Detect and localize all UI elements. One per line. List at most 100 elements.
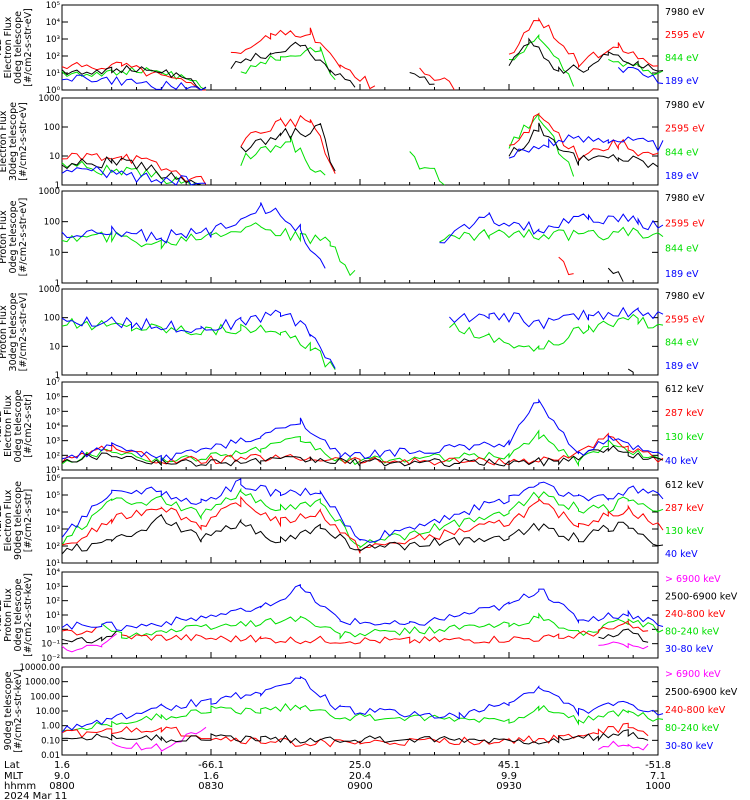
footer-row-label-lat: Lat: [4, 760, 20, 771]
y-axis-label: MEPEDProton Flux0deg telescope[#/cm2-s-s…: [0, 573, 34, 657]
chart-panels: 10⁰ 10¹ 10² 10³ 10⁴ 10⁵ TEDElectron Flux0deg t…: [0, 1, 738, 761]
panel-8: 0.010.101.0010.00100.001000.0010000.0090…: [3, 663, 738, 761]
series-red: [558, 256, 574, 276]
footer-lat-value: 45.1: [498, 760, 520, 771]
y-axis-label-line: 0deg telescope: [13, 389, 24, 462]
y-axis-label-line: MEPED: [0, 409, 4, 442]
panel-7: 10⁻² 10⁻¹ 10⁰ 10¹ 10² 10³ 10⁴ MEPEDProton Flux0…: [0, 568, 738, 664]
channel-label: 7980 eV: [665, 193, 705, 204]
y-tick-label: 10: [49, 342, 60, 352]
series-black: [61, 513, 664, 555]
footer-row-label-mlt: MLT: [4, 771, 24, 782]
y-tick-label: 100: [44, 123, 60, 133]
channel-label: 189 eV: [665, 171, 699, 182]
y-tick-label: 10: [49, 152, 60, 162]
y-tick-label: 1: [55, 371, 60, 381]
y-axis-label-line: [#/cm2-s-str-keV]: [23, 573, 34, 657]
y-tick-label: 10⁶: [46, 393, 61, 403]
y-axis-label-line: [#/cm2-s-str-eV]: [18, 198, 29, 277]
x-axis-footer: Lat MLT hhmm 2024 Mar 11 1.6 -66.1 25.0 45.…: [4, 760, 671, 800]
channel-label: 844 eV: [665, 147, 699, 158]
channel-label: 612 keV: [665, 480, 704, 491]
footer-mlt-value: 20.4: [349, 771, 371, 782]
channel-label: > 6900 keV: [665, 669, 721, 680]
panel-frame: [61, 288, 659, 376]
series-black: [61, 122, 659, 186]
series-black: [61, 729, 649, 745]
channel-label: 130 keV: [665, 526, 704, 537]
y-tick-label: 10²: [46, 52, 60, 62]
y-tick-label: 10³: [46, 35, 60, 45]
series-magenta: [111, 726, 649, 753]
panel-frame: [61, 190, 659, 284]
channel-label: 2595 eV: [665, 218, 705, 229]
channel-label: 844 eV: [665, 53, 699, 64]
y-tick-label: 10⁵: [46, 1, 60, 11]
series-red: [61, 722, 649, 748]
series-black: [627, 368, 634, 373]
y-axis-label: TEDElectron Flux0deg telescope[#/cm2-s-s…: [0, 8, 34, 87]
y-tick-label: 10.00: [36, 707, 60, 717]
y-axis-label-line: Proton Flux: [3, 588, 14, 642]
y-tick-label: 100.00: [30, 692, 60, 702]
y-axis-label-line: [#/cm2-s-str]: [23, 489, 34, 552]
y-tick-label: 10⁰: [46, 625, 61, 635]
panel-2: 1 10 100 1000 Electron Flux30deg telescope[#…: [0, 94, 705, 191]
series-blue: [61, 478, 664, 543]
series-blue: [61, 202, 664, 269]
y-axis-label: Proton Flux30deg telescope[#/cm2-s-str-e…: [0, 292, 29, 371]
series-green: [61, 222, 664, 277]
panel-6: 10¹ 10² 10³ 10⁴ 10⁵ 10⁶ MEPEDElectron Flux90de…: [0, 474, 704, 569]
footer-hhmm-value: 0800: [49, 781, 74, 792]
y-tick-label: 10⁴: [46, 422, 61, 432]
series-green: [61, 112, 575, 186]
y-tick-label: 1: [55, 279, 60, 289]
channel-label: 2595 eV: [665, 124, 705, 135]
y-tick-label: 10⁵: [46, 407, 60, 417]
y-tick-label: 0.10: [41, 736, 60, 746]
y-axis-label-line: [#/cm2-s-str-eV]: [18, 293, 29, 372]
series-green: [101, 612, 664, 640]
channel-label: 30-80 keV: [665, 741, 714, 752]
y-tick-label: 100: [44, 314, 60, 324]
y-axis-label-line: Electron Flux: [0, 110, 9, 172]
channel-label: 189 eV: [665, 361, 699, 372]
y-tick-label: 10¹: [46, 466, 60, 476]
y-tick-label: 10⁴: [46, 568, 61, 578]
channel-label: > 6900 keV: [665, 574, 721, 585]
y-axis-label-line: 30deg telescope: [8, 102, 19, 181]
series-black: [607, 267, 624, 282]
y-axis-label-line: [#/cm2-s-str-eV]: [18, 102, 29, 181]
footer-lat-value: -51.8: [645, 760, 671, 771]
y-axis-label-line: Electron Flux: [3, 489, 14, 551]
channel-label: 612 keV: [665, 384, 704, 395]
panel-4: 1 10 100 1000 Proton Flux30deg telescope[#/c…: [0, 285, 705, 381]
y-axis-label-line: 0deg telescope: [13, 11, 24, 84]
channel-label: 2595 eV: [665, 314, 705, 325]
channel-label: 80-240 keV: [665, 627, 720, 638]
y-tick-label: 10³: [46, 582, 60, 592]
series-black: [61, 628, 649, 644]
channel-label: 844 eV: [665, 244, 699, 255]
channel-label: 80-240 keV: [665, 723, 720, 734]
channel-label: 287 keV: [665, 408, 704, 419]
channel-label: 130 keV: [665, 432, 704, 443]
y-tick-label: 10²: [46, 597, 60, 607]
series-blue: [61, 584, 664, 632]
y-tick-label: 10³: [46, 437, 60, 447]
series-red: [61, 17, 659, 91]
y-axis-label-line: 90deg telescope: [3, 671, 14, 750]
footer-mlt-value: 1.6: [203, 771, 219, 782]
y-tick-label: 10⁻²: [41, 654, 60, 664]
y-axis-label-line: Electron Flux: [3, 16, 14, 78]
footer-lat-value: -66.1: [198, 760, 224, 771]
y-axis-label-line: Electron Flux: [3, 395, 14, 457]
y-tick-label: 10¹: [46, 69, 60, 79]
footer-hhmm-value: 1000: [645, 781, 670, 792]
y-tick-label: 0.01: [41, 751, 60, 761]
y-tick-label: 1000.00: [25, 678, 60, 688]
channel-label: 287 keV: [665, 503, 704, 514]
y-axis-label-line: [#/cm2-s-str]: [23, 394, 34, 457]
series-blue: [61, 398, 664, 463]
